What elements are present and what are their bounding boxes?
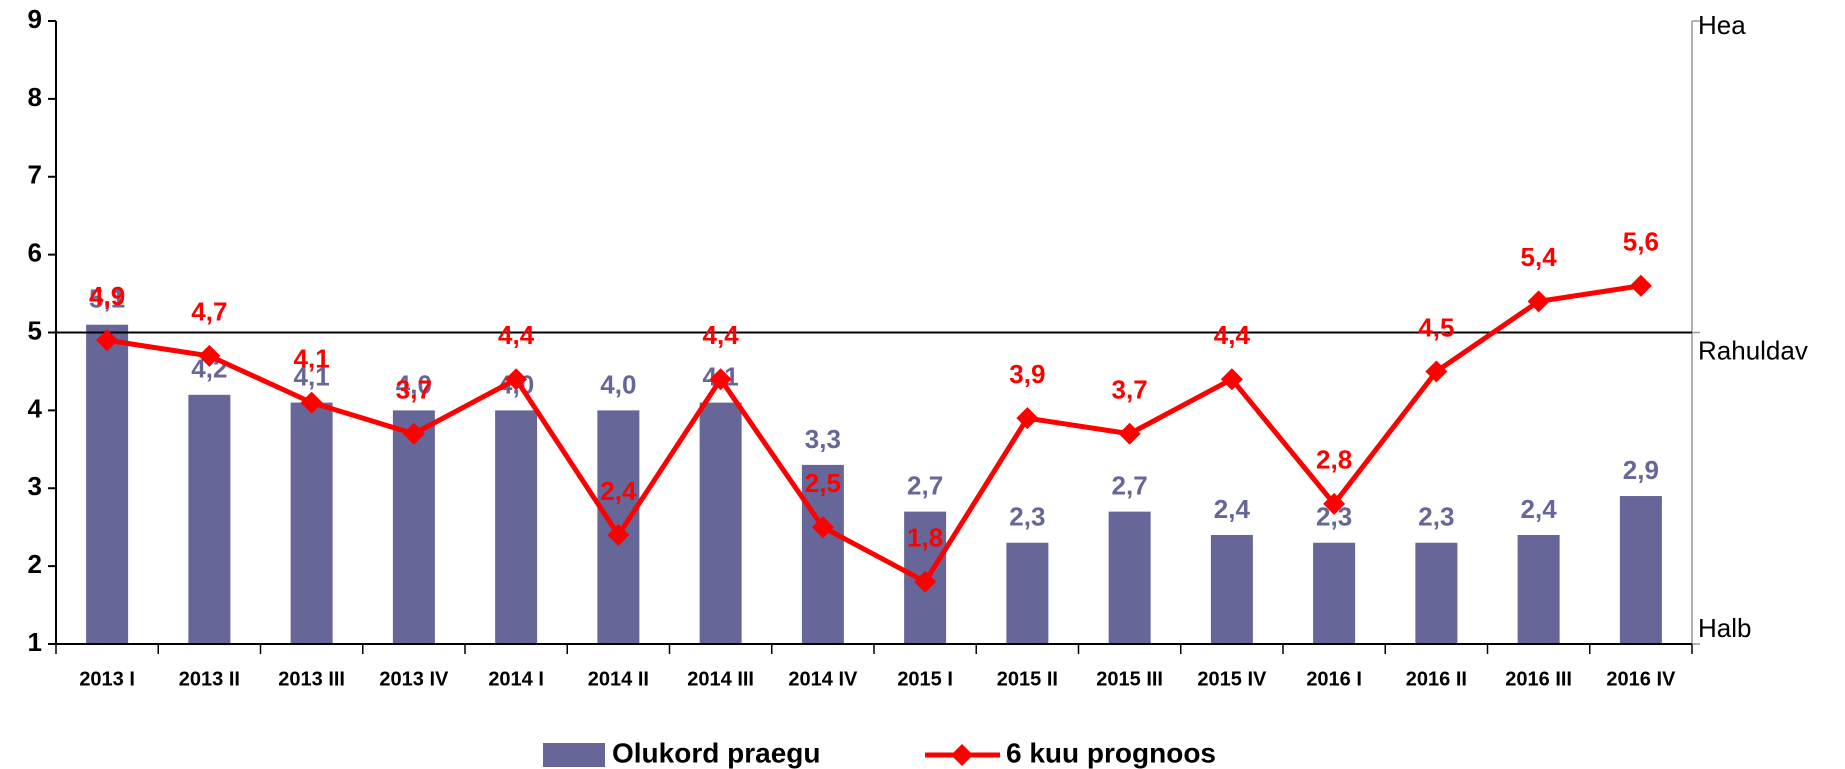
line-marker <box>811 516 834 539</box>
bar <box>86 324 129 644</box>
x-tick-label: 2016 III <box>1505 668 1572 690</box>
y-tick-label: 1 <box>28 627 42 657</box>
line-marker <box>607 523 630 546</box>
bar-label: 2,3 <box>1418 502 1454 532</box>
line-marker <box>914 570 937 593</box>
bar <box>699 402 742 644</box>
right-label: Rahuldav <box>1698 335 1808 365</box>
y-tick-label: 8 <box>28 82 42 112</box>
line-label: 4,4 <box>1214 320 1251 350</box>
y-tick-label: 9 <box>28 4 42 34</box>
line-label: 3,9 <box>1009 359 1045 389</box>
bar-label: 3,3 <box>805 424 841 454</box>
x-tick-label: 2014 II <box>588 668 649 690</box>
bar-label: 2,3 <box>1009 502 1045 532</box>
line-label: 3,7 <box>1112 375 1148 405</box>
line-marker <box>1016 407 1039 430</box>
bar <box>1108 511 1151 644</box>
line-label: 4,9 <box>89 281 125 311</box>
bar <box>495 410 538 644</box>
right-label: Hea <box>1698 10 1746 40</box>
line-label: 2,8 <box>1316 445 1352 475</box>
line-label: 5,4 <box>1521 242 1558 272</box>
right-label: Halb <box>1698 613 1751 643</box>
bar <box>1313 542 1356 644</box>
x-tick-label: 2016 I <box>1306 668 1362 690</box>
line-label: 4,1 <box>294 343 330 373</box>
line-marker <box>1527 290 1550 313</box>
bar <box>1210 534 1253 644</box>
line-label: 4,4 <box>703 320 740 350</box>
bar <box>290 402 333 644</box>
bar <box>392 410 435 644</box>
line-marker <box>1220 368 1243 391</box>
x-tick-label: 2013 I <box>79 668 135 690</box>
line-label: 2,4 <box>600 476 637 506</box>
x-tick-label: 2013 IV <box>379 668 449 690</box>
x-tick-label: 2016 IV <box>1606 668 1676 690</box>
bar <box>1517 534 1560 644</box>
line-label: 5,6 <box>1623 227 1659 257</box>
bar-label: 2,9 <box>1623 455 1659 485</box>
x-tick-label: 2014 III <box>687 668 754 690</box>
y-tick-label: 6 <box>28 238 42 268</box>
bar <box>1006 542 1049 644</box>
line-label: 4,4 <box>498 320 535 350</box>
legend-label: 6 kuu prognoos <box>1006 737 1216 768</box>
bar-label: 2,7 <box>907 470 943 500</box>
line <box>106 283 1642 586</box>
bar-label: 2,4 <box>1521 494 1558 524</box>
line-marker <box>1425 360 1448 383</box>
line-label: 2,5 <box>805 468 841 498</box>
line-marker <box>505 368 528 391</box>
bar-label: 4,0 <box>396 369 432 399</box>
x-tick-label: 2015 I <box>897 668 953 690</box>
line-label: 3,7 <box>396 375 432 405</box>
x-tick-label: 2014 IV <box>788 668 858 690</box>
bar <box>1619 496 1662 644</box>
x-tick-label: 2015 IV <box>1197 668 1267 690</box>
x-tick-label: 2015 II <box>997 668 1058 690</box>
y-tick-label: 7 <box>28 160 42 190</box>
y-tick-label: 3 <box>28 471 42 501</box>
line-marker <box>300 391 323 414</box>
line-marker <box>1118 422 1141 445</box>
x-tick-label: 2016 II <box>1406 668 1467 690</box>
bar-label: 4,1 <box>294 361 330 391</box>
legend-label: Olukord praegu <box>612 737 820 768</box>
line-marker <box>709 368 732 391</box>
y-tick-label: 2 <box>28 549 42 579</box>
bar-label: 2,4 <box>1214 494 1251 524</box>
x-tick-label: 2015 III <box>1096 668 1163 690</box>
bar <box>188 394 231 644</box>
line-label: 4,5 <box>1418 312 1454 342</box>
bar-label: 2,7 <box>1112 470 1148 500</box>
x-tick-label: 2014 I <box>488 668 544 690</box>
bar <box>801 464 844 644</box>
line-label: 1,8 <box>907 523 943 553</box>
y-tick-label: 5 <box>28 315 42 345</box>
line-marker <box>96 329 119 352</box>
legend-swatch <box>951 744 973 766</box>
x-tick-label: 2013 II <box>179 668 240 690</box>
bar-label: 4,0 <box>600 369 636 399</box>
x-tick-label: 2013 III <box>278 668 345 690</box>
line-marker <box>1323 492 1346 515</box>
bar <box>1415 542 1458 644</box>
line-label: 4,7 <box>191 297 227 327</box>
line-marker <box>1629 274 1652 297</box>
y-tick-label: 4 <box>28 393 43 423</box>
line-marker <box>402 422 425 445</box>
legend-swatch <box>543 743 605 767</box>
bar-label: 5,1 <box>89 284 125 314</box>
line-marker <box>198 344 221 367</box>
